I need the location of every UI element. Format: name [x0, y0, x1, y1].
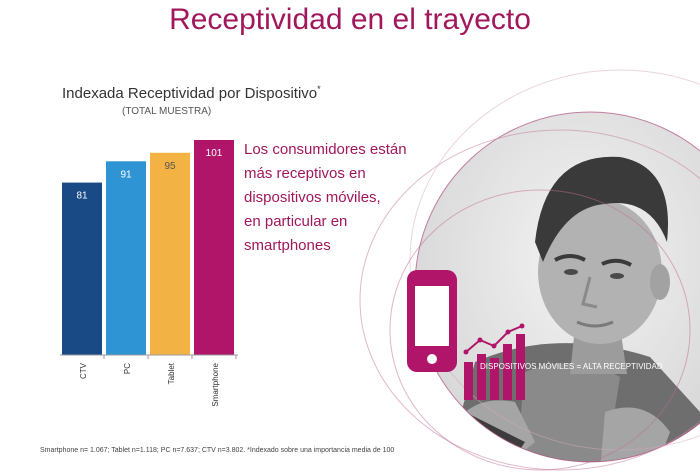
footnote: Smartphone n= 1.067; Tablet n=1.118; PC … [40, 447, 395, 454]
bar-ctv [62, 182, 102, 355]
bar-value-label: 101 [206, 148, 223, 159]
key-message-line: Los consumidores están [244, 141, 407, 158]
chart-subtitle: (TOTAL MUESTRA) [122, 106, 212, 117]
key-message-line: más receptivos en [244, 165, 366, 182]
badge-text: DISPOSITIVOS MÓVILES = ALTA RECEPTIVIDAD [480, 362, 663, 371]
key-message-line: dispositivos móviles, [244, 189, 381, 206]
key-message-line: en particular en [244, 213, 348, 230]
category-tick-label: CTV [79, 362, 88, 379]
category-tick-label: Smartphone [211, 362, 220, 406]
chart-title-mark: * [317, 84, 321, 94]
smartphone-icon [407, 270, 457, 372]
category-tick-label: PC [123, 363, 132, 374]
bar-pc [106, 161, 146, 355]
category-tick-label: Tablet [167, 362, 176, 384]
bar-chart-trend-icon [463, 323, 525, 400]
slide-title: Receptividad en el trayecto [169, 3, 531, 36]
bar-value-label: 81 [76, 191, 88, 202]
chart-title: Indexada Receptividad por Dispositivo* [62, 84, 362, 102]
key-message-line: smartphones [244, 237, 331, 254]
key-message: Los consumidores están más receptivos en… [244, 138, 419, 258]
bar-value-label: 95 [164, 161, 176, 172]
bar-tablet [150, 152, 190, 355]
bar-value-label: 91 [120, 169, 132, 180]
bar-smartphone [194, 140, 234, 355]
chart-title-text: Indexada Receptividad por Dispositivo [62, 85, 318, 102]
